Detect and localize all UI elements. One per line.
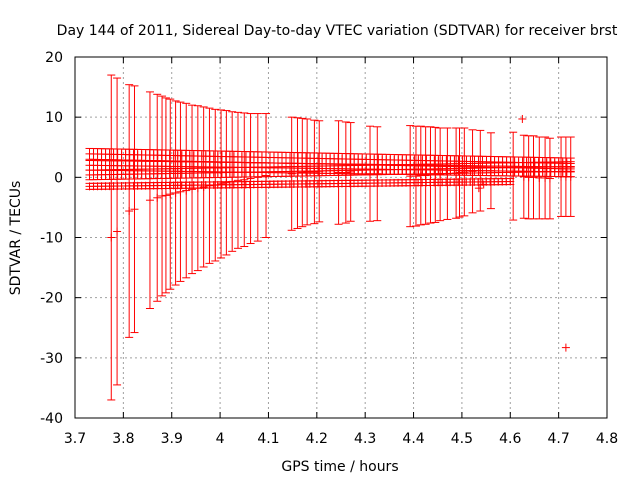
- data-point: [529, 135, 538, 220]
- data-point: [502, 162, 511, 173]
- y-tick-label: 20: [45, 50, 63, 66]
- data-point: [561, 343, 570, 352]
- data-point: [129, 168, 138, 180]
- data-point: [130, 85, 139, 334]
- data-point: [188, 104, 197, 275]
- data-point: [161, 97, 170, 294]
- data-point: [479, 180, 488, 189]
- data-point: [474, 184, 483, 193]
- data-point: [436, 127, 445, 222]
- data-layer: [85, 74, 575, 401]
- data-point: [171, 100, 180, 286]
- data-point: [107, 74, 116, 401]
- data-point: [460, 127, 469, 217]
- data-point: [303, 118, 312, 226]
- data-point: [545, 137, 554, 220]
- grid-layer: [75, 57, 607, 418]
- x-tick-label: 4.1: [257, 431, 279, 447]
- y-tick-label: -40: [40, 411, 63, 427]
- data-point: [519, 134, 528, 219]
- data-point: [158, 95, 167, 297]
- x-axis-label: GPS time / hours: [281, 459, 398, 475]
- x-tick-label: 4.8: [596, 431, 618, 447]
- data-point: [153, 93, 162, 302]
- y-tick-label: -30: [40, 351, 63, 367]
- data-point: [166, 98, 175, 290]
- data-point: [240, 112, 249, 248]
- data-point: [506, 177, 515, 186]
- y-tick-label: -20: [40, 291, 63, 307]
- chart-title: Day 144 of 2011, Sidereal Day-to-day VTE…: [57, 23, 618, 39]
- data-point: [145, 91, 154, 309]
- data-point: [421, 126, 430, 225]
- y-axis-label: SDTVAR / TECUs: [8, 181, 24, 296]
- data-point: [318, 165, 327, 177]
- x-tick-label: 4.7: [548, 431, 570, 447]
- data-point: [199, 106, 208, 268]
- data-point: [478, 162, 487, 174]
- y-tick-label: 0: [54, 170, 63, 186]
- data-point: [182, 102, 191, 279]
- x-tick-label: 3.8: [112, 431, 134, 447]
- x-tick-label: 3.7: [64, 431, 86, 447]
- y-tick-label: -10: [40, 231, 63, 247]
- data-point: [566, 161, 575, 172]
- data-point: [217, 109, 226, 259]
- data-point: [314, 165, 323, 177]
- data-point: [518, 114, 527, 123]
- data-point: [157, 168, 166, 179]
- x-tick-label: 4.5: [451, 431, 473, 447]
- data-point: [233, 111, 242, 249]
- data-point: [176, 101, 185, 282]
- data-point: [269, 166, 278, 178]
- x-tick-label: 4.6: [499, 431, 521, 447]
- data-point: [346, 122, 355, 222]
- data-point: [113, 77, 122, 386]
- x-tick-label: 3.9: [161, 431, 183, 447]
- data-point: [222, 110, 231, 256]
- data-point: [362, 179, 371, 188]
- data-point: [541, 136, 550, 220]
- x-tick-label: 4.3: [354, 431, 376, 447]
- x-tick-label: 4.2: [306, 431, 328, 447]
- x-tick-label: 4: [216, 431, 225, 447]
- y-tick-label: 10: [45, 110, 63, 126]
- data-point: [185, 167, 194, 179]
- x-tick-label: 4.4: [402, 431, 424, 447]
- data-point: [125, 84, 134, 338]
- tick-layer: 3.7 3.8 3.9 4 4.1 4.2 4.3 4.4 4.5 4.6 4.7 4.8 -40 -30…: [40, 50, 618, 447]
